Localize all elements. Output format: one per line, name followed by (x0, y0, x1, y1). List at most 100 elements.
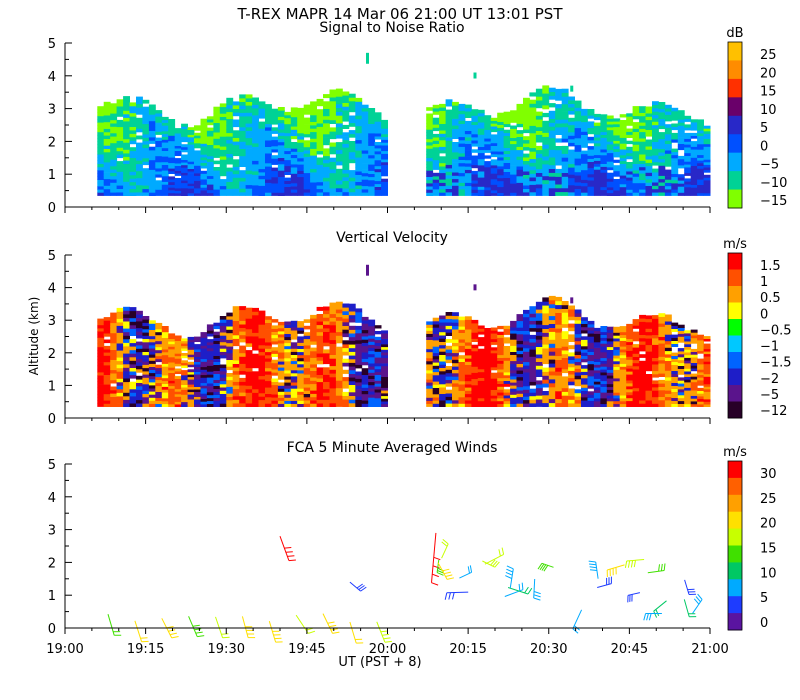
heatmap-cell (194, 157, 201, 161)
heatmap-cell (226, 153, 234, 158)
heatmap-cell (613, 123, 621, 128)
heatmap-cell (697, 162, 704, 166)
heatmap-cell (523, 382, 530, 387)
heatmap-cell (548, 180, 556, 185)
heatmap-cell (219, 400, 227, 404)
heatmap-cell (129, 324, 137, 329)
heatmap-cell (258, 128, 266, 133)
heatmap-cell (187, 151, 195, 155)
heatmap-cell (329, 313, 337, 318)
heatmap-cell (426, 107, 434, 111)
heatmap-speck (473, 72, 477, 79)
heatmap-cell (542, 144, 550, 149)
heatmap-cell (426, 129, 434, 133)
heatmap-cell (271, 149, 279, 153)
heatmap-cell (258, 108, 266, 112)
heatmap-cell (329, 127, 337, 132)
heatmap-cell (613, 349, 621, 353)
heatmap-cell (284, 171, 292, 175)
heatmap-cell (671, 123, 679, 127)
heatmap-cell (181, 157, 188, 160)
wind-barb-flag (443, 571, 451, 575)
heatmap-cell (471, 127, 479, 132)
heatmap-cell (639, 147, 646, 152)
heatmap-cell (206, 342, 214, 346)
heatmap-cell (265, 169, 272, 174)
heatmap-cell (303, 325, 311, 330)
heatmap-cell (116, 188, 124, 193)
heatmap-cell (510, 382, 517, 386)
heatmap-cell (503, 180, 511, 184)
heatmap-cell (271, 384, 279, 389)
heatmap-cell (658, 396, 666, 401)
heatmap-cell (213, 373, 221, 377)
heatmap-cell (97, 353, 105, 357)
heatmap-cell (181, 379, 188, 383)
heatmap-cell (445, 157, 453, 162)
heatmap-cell (548, 184, 556, 189)
heatmap-cell (239, 191, 247, 196)
heatmap-cell (323, 367, 330, 372)
heatmap-cell (445, 174, 453, 179)
heatmap-cell (303, 117, 311, 122)
heatmap-cell (245, 119, 253, 124)
heatmap-cell (277, 394, 285, 398)
heatmap-cell (310, 331, 317, 335)
heatmap-cell (697, 119, 704, 123)
heatmap-cell (484, 389, 492, 393)
heatmap-cell (155, 334, 163, 339)
heatmap-cell (658, 152, 666, 156)
wind-barb-flag (383, 637, 391, 640)
heatmap-cell (323, 181, 330, 185)
heatmap-cell (323, 137, 330, 142)
heatmap-cell (452, 383, 459, 387)
heatmap-cell (619, 146, 627, 150)
heatmap-cell (568, 381, 575, 386)
heatmap-cell (490, 140, 498, 144)
heatmap-cell (219, 325, 227, 330)
heatmap-cell (245, 148, 253, 153)
heatmap-cell (161, 136, 169, 140)
heatmap-speck (366, 264, 369, 271)
heatmap-cell (168, 138, 176, 142)
heatmap-cell (445, 144, 453, 148)
heatmap-cell (142, 383, 150, 388)
heatmap-cell (613, 132, 621, 136)
heatmap-cell (329, 184, 337, 189)
heatmap-cell (136, 386, 143, 390)
heatmap-cell (490, 120, 498, 124)
heatmap-cell (297, 170, 305, 174)
heatmap-cell (658, 343, 666, 347)
heatmap-cell (484, 129, 492, 133)
heatmap-cell (335, 96, 343, 101)
heatmap-cell (523, 341, 530, 345)
heatmap-cell (464, 371, 472, 375)
heatmap-cell (497, 351, 505, 356)
heatmap-cell (626, 400, 634, 405)
heatmap-cell (477, 368, 485, 373)
heatmap-cell (645, 367, 653, 372)
heatmap-cell (639, 386, 646, 391)
heatmap-cell (439, 348, 446, 352)
heatmap-cell (548, 145, 556, 150)
heatmap-cell (303, 332, 311, 336)
heatmap-cell (284, 135, 292, 140)
heatmap-cell (484, 387, 492, 391)
heatmap-cell (335, 145, 343, 151)
heatmap-cell (368, 378, 376, 383)
heatmap-cell (219, 387, 227, 391)
heatmap-cell (516, 337, 524, 341)
heatmap-cell (619, 143, 627, 147)
heatmap-cell (510, 162, 517, 166)
heatmap-cell (445, 109, 453, 114)
heatmap-cell (664, 146, 672, 151)
heatmap-cell (187, 371, 195, 375)
heatmap-cell (677, 183, 685, 187)
heatmap-cell (587, 149, 595, 153)
heatmap-cell (265, 316, 272, 320)
heatmap-cell (136, 334, 143, 339)
heatmap-cell (348, 355, 356, 360)
heatmap-cell (542, 140, 550, 145)
heatmap-cell (471, 323, 479, 327)
heatmap-cell (484, 155, 492, 159)
